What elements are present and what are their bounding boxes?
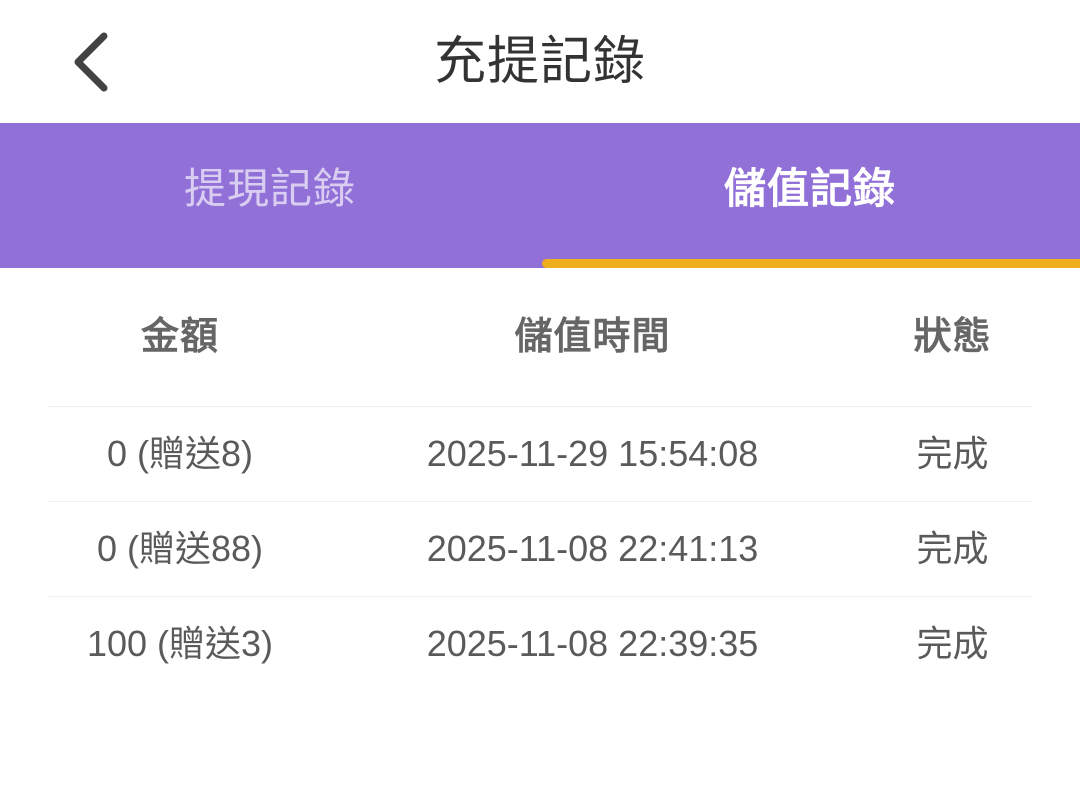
cell-status: 完成 [916, 432, 989, 474]
column-header-status: 狀態 [913, 316, 992, 358]
cell-time: 2025-11-29 15:54:08 [426, 432, 759, 474]
table-row[interactable]: 0 (贈送8) 2025-11-29 15:54:08 完成 [0, 406, 1080, 501]
navigation-bar: 充提記錄 [0, 0, 1080, 123]
cell-amount: 0 (贈送88) [96, 527, 264, 569]
tab-deposit-record[interactable]: 儲值記錄 [540, 123, 1080, 268]
cell-status: 完成 [916, 527, 989, 569]
column-header-time: 儲值時間 [514, 316, 671, 358]
page-title: 充提記錄 [433, 32, 646, 91]
cell-time: 2025-11-08 22:41:13 [426, 527, 759, 569]
table-header-row: 金額 儲值時間 狀態 [0, 268, 1080, 406]
cell-status: 完成 [916, 622, 989, 664]
cell-amount: 0 (贈送8) [106, 432, 254, 474]
records-table: 金額 儲值時間 狀態 0 (贈送8) 2025-11-29 15:54:08 完… [0, 268, 1080, 804]
cell-time: 2025-11-08 22:39:35 [426, 622, 759, 664]
column-header-amount: 金額 [140, 316, 219, 358]
tab-label: 儲值記錄 [723, 164, 896, 212]
table-row[interactable]: 100 (贈送3) 2025-11-08 22:39:35 完成 [0, 596, 1080, 691]
tab-active-indicator [542, 259, 1080, 268]
tab-withdraw-record[interactable]: 提現記錄 [0, 123, 540, 268]
tab-label: 提現記錄 [183, 164, 356, 212]
chevron-left-icon [68, 31, 112, 93]
table-empty-space [0, 691, 1080, 804]
table-row[interactable]: 0 (贈送88) 2025-11-08 22:41:13 完成 [0, 501, 1080, 596]
back-button[interactable] [40, 17, 140, 107]
tab-bar: 提現記錄 儲值記錄 [0, 123, 1080, 268]
cell-amount: 100 (贈送3) [86, 622, 274, 664]
